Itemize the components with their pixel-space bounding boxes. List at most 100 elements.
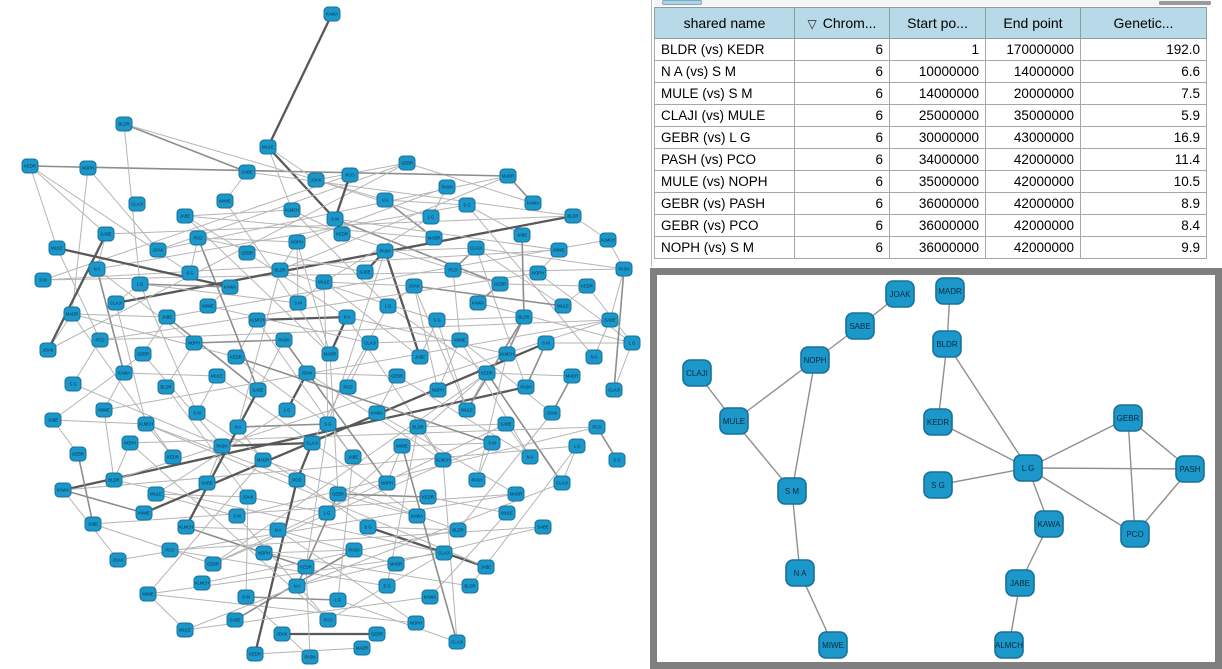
network-edge[interactable]	[129, 426, 598, 444]
table-row[interactable]: GEBR (vs) PCO 6 36000000 42000000 8.4	[654, 214, 1207, 237]
node-madr[interactable]: MADR	[563, 368, 581, 384]
node-kawa[interactable]: KAWA	[221, 279, 239, 295]
cell-start[interactable]: 1	[889, 38, 986, 61]
cell-chromosome[interactable]: 6	[794, 236, 890, 259]
cell-start[interactable]: 10000000	[889, 60, 986, 83]
node-almch[interactable]: ALMCH	[599, 232, 617, 248]
table-row[interactable]: PASH (vs) PCO 6 34000000 42000000 11.4	[654, 148, 1207, 171]
node-almch[interactable]: ALMCH	[193, 575, 211, 591]
node-claji[interactable]: CLAJI	[303, 435, 321, 451]
node-bldr[interactable]: BLDR	[271, 262, 289, 278]
network-edge[interactable]	[452, 269, 461, 341]
network-edge[interactable]	[315, 162, 408, 181]
network-edge[interactable]	[165, 386, 249, 498]
node-noph[interactable]: NOPH	[185, 335, 203, 351]
network-edge[interactable]	[71, 167, 89, 315]
node-kawa[interactable]: KAWA	[408, 508, 426, 524]
cell-name[interactable]: GEBR (vs) L G	[654, 126, 795, 149]
node-kawa[interactable]: KAWA	[421, 589, 439, 605]
network-edge[interactable]	[29, 165, 58, 249]
cell-start[interactable]: 36000000	[889, 192, 986, 215]
sort-filter-icon[interactable]: ▽	[807, 17, 817, 31]
network-edge[interactable]	[184, 215, 331, 355]
node-claji[interactable]: CLAJI	[682, 359, 712, 387]
network-edge[interactable]	[253, 478, 299, 656]
cell-chromosome[interactable]: 6	[794, 214, 890, 237]
node-n-a[interactable]: N A	[269, 522, 287, 538]
network-edge[interactable]	[235, 356, 493, 444]
network-edge[interactable]	[52, 353, 144, 421]
table-row[interactable]: GEBR (vs) L G 6 30000000 43000000 16.9	[654, 126, 1207, 149]
node-bldr[interactable]: BLDR	[449, 522, 467, 538]
node-pash[interactable]: PASH	[517, 379, 535, 395]
node-bldr[interactable]: BLDR	[105, 472, 123, 488]
network-edge[interactable]	[147, 459, 264, 595]
node-pco[interactable]: PCO	[444, 262, 462, 278]
node-kedr[interactable]: KEDR	[333, 226, 351, 242]
node-pco[interactable]: PCO	[341, 167, 359, 183]
table-horizontal-scrollbar[interactable]	[654, 0, 1211, 6]
network-edge[interactable]	[236, 426, 598, 517]
network-edge[interactable]	[246, 252, 348, 318]
node-noph[interactable]: NOPH	[288, 234, 306, 250]
node-gebr[interactable]: GEBR	[238, 245, 256, 261]
network-edge[interactable]	[367, 526, 459, 531]
cell-genetic[interactable]: 10.5	[1080, 170, 1207, 193]
node-joak[interactable]: JOAK	[39, 342, 57, 358]
network-edge[interactable]	[283, 339, 388, 484]
cell-start[interactable]: 34000000	[889, 148, 986, 171]
node-noph[interactable]: NOPH	[378, 475, 396, 491]
subnetwork-canvas[interactable]: JOAK MADR SABE NOPH CLAJI BLDR MULE KEDR GEBR L G…	[657, 275, 1215, 662]
network-edge[interactable]	[337, 493, 429, 498]
node-joak[interactable]: JOAK	[109, 552, 127, 568]
network-edge[interactable]	[201, 529, 459, 584]
node-madr[interactable]: MADR	[935, 277, 965, 305]
node-s-g[interactable]: S G	[608, 452, 626, 468]
network-edge[interactable]	[306, 372, 398, 377]
node-mule[interactable]: MULE	[147, 486, 165, 502]
node-almch[interactable]: ALMCH	[248, 312, 266, 328]
node-s-m[interactable]: S M	[188, 405, 206, 421]
column-header-shared-name[interactable]: shared name	[654, 7, 795, 39]
network-edge[interactable]	[267, 146, 293, 211]
network-edge[interactable]	[366, 525, 488, 569]
subnetwork-panel[interactable]: JOAK MADR SABE NOPH CLAJI BLDR MULE KEDR GEBR L G…	[650, 268, 1222, 669]
network-edge[interactable]	[197, 237, 366, 273]
column-header-genetic-[interactable]: Genetic...	[1080, 7, 1207, 39]
node-noph[interactable]: NOPH	[800, 346, 830, 374]
network-edge[interactable]	[184, 209, 293, 217]
network-edge[interactable]	[1127, 417, 1136, 535]
node-l-g[interactable]: L G	[131, 276, 149, 292]
network-edge[interactable]	[99, 272, 539, 341]
node-kedr[interactable]: KEDR	[578, 278, 596, 294]
table-row[interactable]: MULE (vs) NOPH 6 35000000 42000000 10.5	[654, 170, 1207, 193]
network-edge[interactable]	[305, 566, 311, 658]
node-miwe[interactable]: MIWE	[451, 332, 469, 348]
cell-genetic[interactable]: 192.0	[1080, 38, 1207, 61]
network-edge[interactable]	[247, 496, 328, 514]
scrollbar-thumb-icon[interactable]	[1159, 1, 1211, 5]
cell-name[interactable]: GEBR (vs) PCO	[654, 214, 795, 237]
network-edge[interactable]	[384, 247, 477, 252]
node-joak[interactable]: JOAK	[149, 242, 167, 258]
node-claji[interactable]: CLAJI	[107, 295, 125, 311]
network-edge[interactable]	[323, 281, 421, 358]
node-kawa[interactable]: KAWA	[368, 405, 386, 421]
network-edge[interactable]	[114, 214, 575, 305]
network-edge[interactable]	[305, 423, 329, 568]
node-gebr[interactable]: GEBR	[1113, 404, 1143, 432]
cell-start[interactable]: 36000000	[889, 214, 986, 237]
node-miwe[interactable]: MIWE	[818, 631, 848, 659]
node-almch[interactable]: ALMCH	[994, 631, 1024, 659]
node-mule[interactable]: MULE	[315, 274, 333, 290]
node-sabe[interactable]: SABE	[845, 312, 875, 340]
node-almch[interactable]: ALMCH	[283, 202, 301, 218]
network-edge[interactable]	[499, 283, 588, 287]
node-pash[interactable]: PASH	[438, 179, 456, 195]
node-kedr[interactable]: KEDR	[297, 559, 315, 575]
node-s-g[interactable]: S G	[458, 197, 476, 213]
node-pash[interactable]: PASH	[1175, 455, 1205, 483]
network-edge[interactable]	[401, 445, 458, 643]
network-edge[interactable]	[477, 302, 633, 344]
node-bldr[interactable]: BLDR	[932, 330, 962, 358]
